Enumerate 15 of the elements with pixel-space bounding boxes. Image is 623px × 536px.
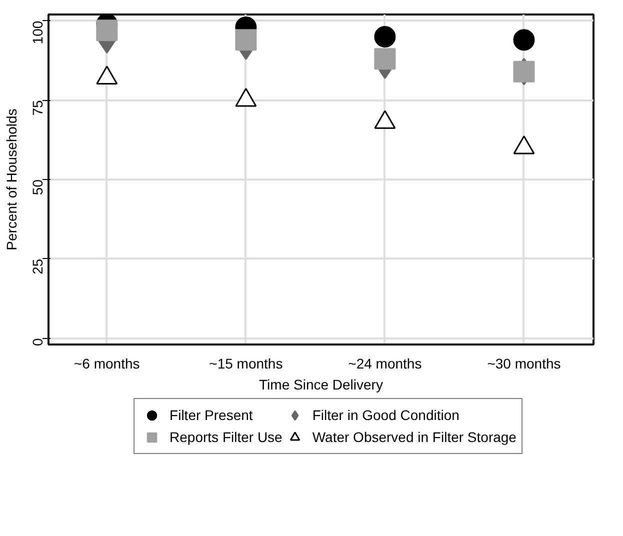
y-tick-label: 100 [30, 20, 46, 44]
y-tick-label: 0 [30, 338, 46, 346]
y-tick-label: 75 [30, 100, 46, 116]
legend-label: Water Observed in Filter Storage [312, 429, 516, 445]
x-tick-label: ~15 months [209, 356, 283, 372]
legend-label: Filter Present [170, 407, 253, 423]
y-axis-title: Percent of Households [4, 108, 20, 250]
x-axis-title: Time Since Delivery [259, 376, 383, 392]
y-tick-label: 50 [30, 179, 46, 196]
x-tick-label: ~24 months [348, 356, 422, 372]
y-tick-label: 25 [30, 258, 46, 274]
legend-label: Filter in Good Condition [312, 407, 460, 423]
x-tick-label: ~30 months [487, 356, 561, 372]
legend-label: Reports Filter Use [170, 429, 282, 445]
x-tick-label: ~6 months [74, 356, 140, 372]
